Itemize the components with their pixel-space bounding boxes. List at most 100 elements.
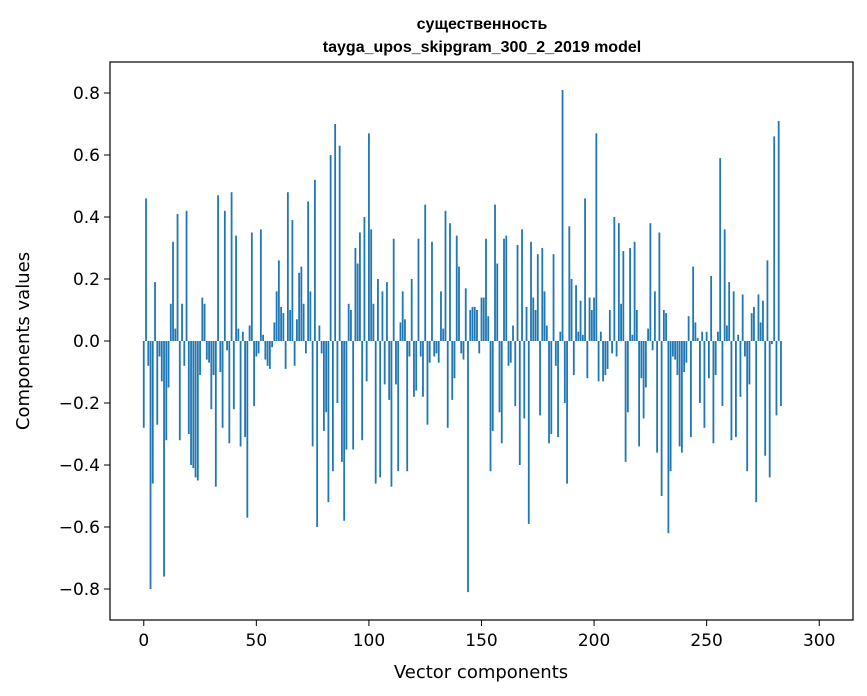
bar	[737, 334, 740, 341]
bar	[390, 341, 393, 487]
bar	[476, 310, 478, 341]
bar	[147, 341, 150, 366]
bar	[579, 300, 582, 341]
bars-group	[142, 89, 782, 593]
bar	[444, 210, 447, 341]
bar	[685, 341, 688, 363]
y-tick-label: 0.2	[73, 270, 100, 290]
bar	[219, 341, 222, 372]
bar	[577, 331, 580, 341]
bar	[203, 303, 206, 341]
bar	[708, 341, 710, 379]
bar	[651, 341, 654, 351]
bar	[307, 201, 310, 341]
bar	[404, 319, 406, 341]
bar	[507, 341, 510, 366]
bar	[410, 279, 413, 341]
bar	[545, 325, 548, 341]
x-tick-label: 50	[246, 631, 268, 651]
bar	[417, 238, 420, 341]
bar	[248, 325, 251, 341]
bar	[667, 341, 670, 534]
bar	[464, 288, 467, 341]
bar	[595, 133, 598, 341]
bar	[629, 248, 631, 341]
y-axis-ticks: −0.8 −0.6 −0.4 −0.2 0.0 0.2 0.4 0.6 0.8	[59, 84, 110, 600]
bar	[325, 341, 328, 413]
bar	[239, 341, 242, 447]
bar	[500, 341, 503, 444]
bar	[268, 341, 271, 369]
bar	[611, 341, 613, 354]
bar	[548, 341, 550, 444]
y-tick-label: 0.0	[73, 332, 100, 352]
bar	[345, 341, 348, 450]
bar	[174, 328, 177, 341]
bar	[572, 341, 575, 376]
bar	[286, 192, 289, 341]
bar	[485, 238, 487, 341]
bar	[304, 341, 307, 354]
bar	[455, 235, 458, 341]
bar	[762, 300, 764, 341]
y-tick-label: 0.4	[73, 208, 100, 228]
bar	[232, 341, 235, 410]
bar	[566, 341, 568, 484]
bar	[237, 328, 240, 341]
bar	[370, 229, 373, 341]
bar	[539, 341, 541, 416]
bar	[176, 213, 179, 341]
bar	[377, 279, 379, 341]
bar	[653, 291, 656, 341]
bar	[165, 341, 168, 441]
y-tick-label: −0.2	[59, 394, 100, 414]
bar	[318, 325, 321, 341]
bar	[680, 341, 683, 453]
bar	[266, 341, 269, 366]
bar	[145, 198, 147, 341]
bar	[167, 341, 170, 388]
bar	[374, 341, 377, 484]
bar	[293, 341, 296, 366]
bar	[703, 341, 706, 428]
bar	[604, 341, 607, 376]
bar	[408, 341, 411, 357]
bar	[771, 341, 773, 345]
bar	[766, 260, 769, 341]
bar	[205, 341, 208, 360]
bar	[332, 341, 334, 472]
bar	[322, 341, 325, 431]
bar	[717, 331, 719, 341]
bar	[586, 341, 589, 379]
bar	[701, 331, 704, 341]
bar	[183, 341, 186, 366]
bar	[208, 341, 210, 363]
bar	[719, 158, 722, 341]
bar	[656, 341, 659, 453]
bar	[422, 341, 424, 397]
bar	[228, 341, 231, 444]
bar	[649, 223, 652, 341]
bar	[320, 341, 323, 354]
bar	[212, 341, 215, 376]
bar	[527, 341, 530, 524]
bar	[259, 229, 262, 341]
bar	[559, 331, 562, 341]
bar	[735, 341, 737, 438]
bar	[593, 297, 595, 341]
bar	[295, 319, 298, 341]
bar	[196, 341, 199, 481]
bar	[329, 155, 332, 341]
bar	[568, 226, 571, 341]
bar	[768, 341, 771, 478]
bar	[478, 341, 481, 354]
bar	[359, 232, 361, 341]
bar	[674, 341, 677, 360]
bar	[181, 303, 183, 341]
bar	[575, 285, 577, 341]
bar	[178, 341, 181, 441]
bar	[744, 341, 746, 357]
bar	[644, 341, 647, 388]
bar	[730, 341, 733, 441]
